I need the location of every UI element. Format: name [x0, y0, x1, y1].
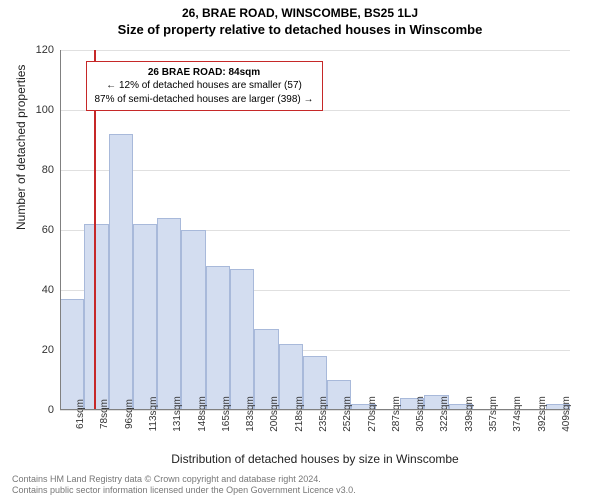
x-tick-label: 113sqm — [148, 397, 159, 432]
x-tick-label: 61sqm — [75, 399, 86, 429]
y-tick-label: 20 — [42, 344, 54, 356]
x-tick-label: 392sqm — [537, 396, 548, 432]
histogram-bar — [157, 218, 181, 410]
y-tick-label: 80 — [42, 164, 54, 176]
x-tick-label: 183sqm — [245, 396, 256, 432]
x-tick-label: 235sqm — [318, 396, 329, 432]
y-tick-label: 60 — [42, 224, 54, 236]
plot-area: 02040608010012061sqm78sqm96sqm113sqm131s… — [60, 50, 570, 410]
x-tick-label: 131sqm — [172, 396, 183, 432]
x-tick-label: 218sqm — [294, 396, 305, 432]
x-tick-label: 200sqm — [269, 396, 280, 432]
histogram-bar — [230, 269, 254, 410]
info-box-line-3: 87% of semi-detached houses are larger (… — [95, 93, 314, 107]
x-tick-label: 252sqm — [342, 396, 353, 432]
histogram-bar — [60, 299, 84, 410]
x-tick-label: 322sqm — [439, 396, 450, 432]
y-tick-label: 0 — [48, 404, 54, 416]
y-tick-label: 100 — [36, 104, 54, 116]
x-tick-label: 357sqm — [488, 396, 499, 432]
histogram-bar — [84, 224, 108, 410]
histogram-bar — [109, 134, 133, 410]
attribution-line-1: Contains HM Land Registry data © Crown c… — [12, 474, 356, 485]
histogram-bar — [133, 224, 157, 410]
chart-supertitle: 26, BRAE ROAD, WINSCOMBE, BS25 1LJ — [0, 0, 600, 20]
histogram-bar — [181, 230, 205, 410]
gridline — [60, 50, 570, 51]
info-box-line-2: ← 12% of detached houses are smaller (57… — [95, 79, 314, 93]
x-axis-line — [60, 409, 570, 410]
info-box: 26 BRAE ROAD: 84sqm← 12% of detached hou… — [86, 61, 323, 112]
x-tick-label: 78sqm — [99, 399, 110, 429]
y-axis-line — [60, 50, 61, 410]
x-tick-label: 339sqm — [464, 396, 475, 432]
chart-area: 02040608010012061sqm78sqm96sqm113sqm131s… — [60, 50, 570, 410]
x-tick-label: 305sqm — [415, 396, 426, 432]
gridline — [60, 170, 570, 171]
x-axis-label: Distribution of detached houses by size … — [60, 452, 570, 466]
histogram-bar — [206, 266, 230, 410]
x-tick-label: 148sqm — [197, 396, 208, 432]
y-tick-label: 40 — [42, 284, 54, 296]
info-box-line-1: 26 BRAE ROAD: 84sqm — [95, 66, 314, 80]
x-tick-label: 409sqm — [561, 396, 572, 432]
attribution-text: Contains HM Land Registry data © Crown c… — [12, 474, 356, 497]
x-tick-label: 270sqm — [367, 396, 378, 432]
chart-title: Size of property relative to detached ho… — [0, 20, 600, 37]
y-axis-label: Number of detached properties — [14, 65, 28, 230]
x-tick-label: 96sqm — [124, 399, 135, 429]
x-tick-label: 165sqm — [221, 396, 232, 432]
y-tick-label: 120 — [36, 44, 54, 56]
x-tick-label: 374sqm — [512, 396, 523, 432]
attribution-line-2: Contains public sector information licen… — [12, 485, 356, 496]
x-tick-label: 287sqm — [391, 396, 402, 432]
